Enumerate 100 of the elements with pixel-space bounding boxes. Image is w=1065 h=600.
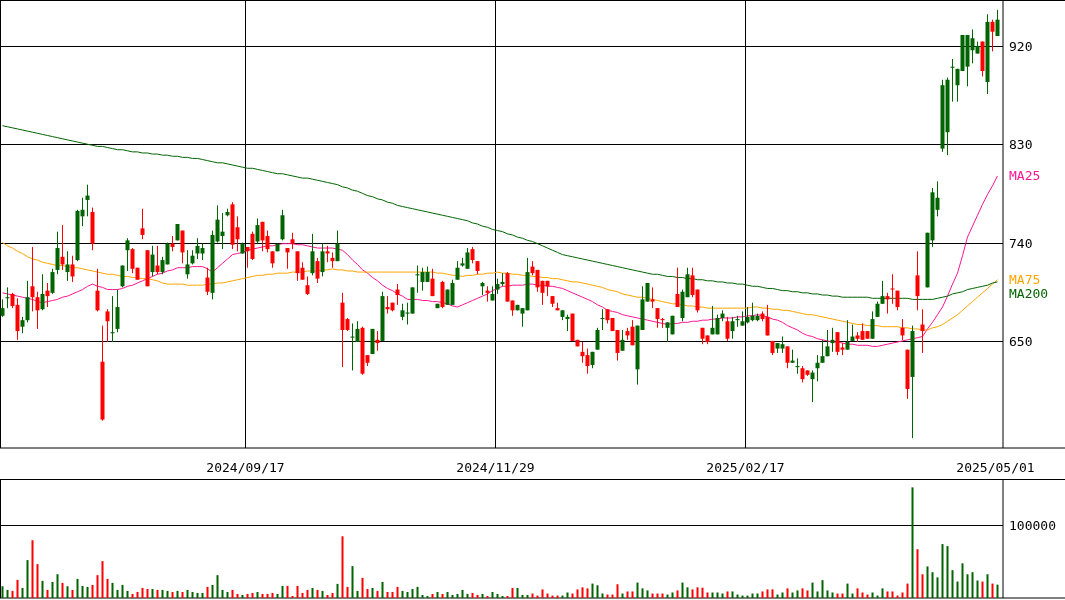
bar	[176, 590, 179, 598]
bar	[931, 572, 934, 598]
bar	[386, 591, 389, 598]
bar	[401, 590, 404, 598]
bar	[101, 561, 104, 598]
candlestick	[305, 275, 310, 296]
bar	[861, 592, 864, 598]
candlestick	[105, 308, 110, 343]
bar	[676, 590, 679, 598]
bar	[111, 582, 114, 598]
candlestick	[65, 250, 70, 282]
bar	[31, 540, 34, 598]
bar	[881, 588, 884, 598]
bar	[446, 591, 449, 598]
bar	[61, 582, 64, 598]
candlestick	[30, 246, 35, 312]
candlestick	[600, 308, 605, 331]
bar	[856, 588, 859, 598]
bar	[871, 592, 874, 598]
bar	[886, 591, 889, 598]
bar	[411, 588, 414, 598]
candlestick	[220, 212, 225, 250]
bar	[206, 586, 209, 598]
bar	[236, 593, 239, 598]
bar	[16, 579, 19, 598]
bar	[326, 594, 329, 598]
bar	[686, 587, 689, 598]
bar	[991, 583, 994, 598]
bar	[681, 582, 684, 598]
candlestick	[35, 291, 40, 330]
candlestick	[845, 319, 850, 351]
bar	[51, 581, 54, 598]
bar	[66, 586, 69, 598]
bar	[316, 589, 319, 598]
bar	[701, 587, 704, 598]
candlestick	[110, 295, 115, 343]
bar	[166, 590, 169, 598]
candlestick	[25, 280, 30, 323]
candlestick	[450, 279, 455, 306]
bar	[266, 593, 269, 598]
bar	[376, 590, 379, 598]
candlestick	[205, 267, 210, 296]
bar	[56, 574, 59, 598]
candlestick	[990, 19, 995, 52]
bar	[431, 593, 434, 598]
bar	[216, 575, 219, 598]
bar	[146, 588, 149, 598]
bar	[481, 593, 484, 598]
candlestick	[60, 224, 65, 271]
bar	[141, 587, 144, 598]
y-tick-label: 740	[1009, 236, 1033, 252]
candlestick	[85, 184, 90, 217]
bar	[301, 592, 304, 598]
series-label: MA25	[1009, 168, 1041, 184]
bar	[391, 591, 394, 598]
candlestick	[915, 250, 920, 311]
bar	[421, 594, 424, 598]
bar	[451, 594, 454, 598]
bar	[281, 585, 284, 598]
bar	[816, 591, 819, 598]
bar	[36, 564, 39, 598]
bar	[466, 593, 469, 598]
candlestick	[315, 257, 320, 284]
candlestick	[455, 260, 460, 281]
bar	[241, 594, 244, 598]
candlestick	[155, 245, 160, 275]
bar	[306, 589, 309, 598]
bar	[566, 592, 569, 598]
candlestick	[585, 348, 590, 375]
bar	[261, 593, 264, 598]
bar	[436, 591, 439, 598]
bar	[926, 566, 929, 598]
bar	[906, 583, 909, 598]
bar	[91, 584, 94, 598]
bar	[71, 589, 74, 598]
candlestick	[5, 286, 10, 309]
candlestick	[375, 330, 380, 352]
candlestick	[430, 268, 435, 297]
bar	[331, 592, 334, 598]
bar	[516, 587, 519, 598]
candlestick	[820, 339, 825, 364]
bar	[976, 580, 979, 598]
bar	[636, 582, 639, 598]
bar	[181, 591, 184, 598]
candlestick	[830, 327, 835, 353]
candlestick	[185, 249, 190, 280]
bar	[631, 591, 634, 598]
bar	[201, 592, 204, 598]
bar	[996, 584, 999, 598]
bar	[961, 563, 964, 598]
bar	[951, 570, 954, 598]
bar	[831, 592, 834, 598]
bar	[786, 588, 789, 598]
bar	[461, 589, 464, 598]
bar	[321, 590, 324, 598]
bar	[126, 590, 129, 598]
candlestick	[920, 308, 925, 354]
bar	[351, 566, 354, 598]
candlestick	[995, 9, 1000, 37]
bar	[616, 584, 619, 598]
